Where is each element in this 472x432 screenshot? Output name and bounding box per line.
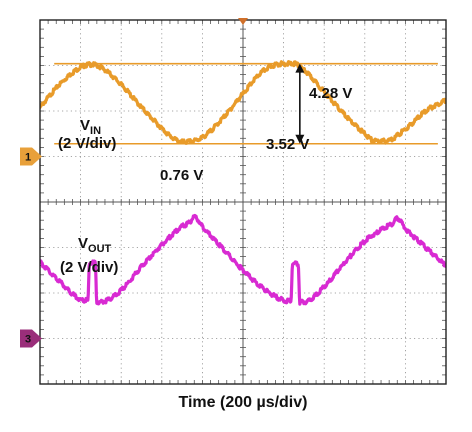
x-axis-label: Time (200 µs/div)	[178, 394, 308, 411]
trigger-position-marker	[238, 18, 248, 25]
vin-trace	[40, 60, 446, 145]
cursor-high-label: 4.28 V	[309, 85, 352, 102]
vout-trace	[40, 213, 446, 306]
vin-label-subscript: IN	[90, 125, 101, 137]
vin-label-main: V	[80, 117, 90, 134]
vout-scale-label: (2 V/div)	[60, 259, 118, 276]
ch1-reference-marker-label: 1	[25, 152, 31, 164]
cursor-low-label: 0.76 V	[160, 167, 203, 184]
ch3-reference-marker: 3	[20, 329, 42, 348]
vout-label-main: V	[78, 235, 88, 252]
traces	[40, 60, 446, 306]
vout-label-subscript: OUT	[88, 243, 112, 255]
delta-arrow	[295, 63, 305, 144]
vin-scale-label: (2 V/div)	[58, 135, 116, 152]
ch1-reference-marker: 1	[20, 147, 42, 166]
ch3-reference-marker-label: 3	[25, 334, 31, 346]
vout-label: VOUT	[78, 235, 112, 255]
delta-label: 3.52 V	[266, 136, 309, 153]
vin-label: VIN	[80, 117, 101, 137]
